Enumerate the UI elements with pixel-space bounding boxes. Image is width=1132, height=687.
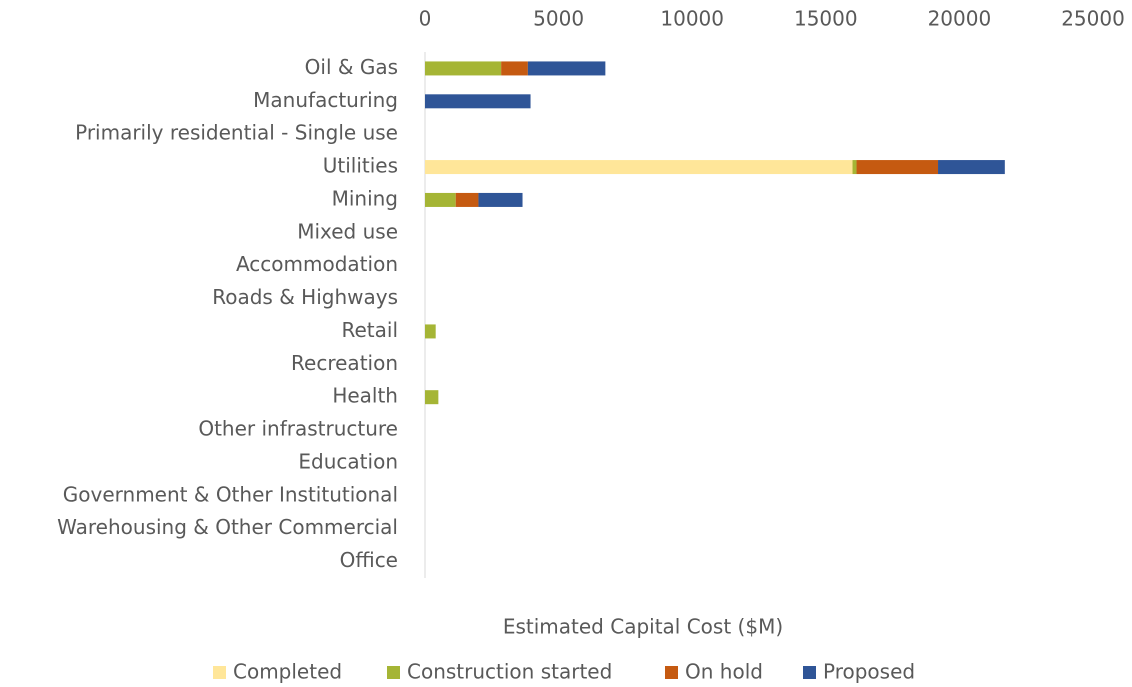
- bar-segment: [425, 192, 456, 207]
- y-tick-label: Health: [332, 384, 398, 408]
- y-tick-label: Roads & Highways: [212, 285, 398, 309]
- y-tick-label: Office: [340, 548, 398, 572]
- legend-swatch: [665, 666, 678, 679]
- y-tick-label: Mixed use: [297, 219, 398, 243]
- y-tick-label: Utilities: [323, 154, 398, 178]
- y-tick-label: Recreation: [291, 351, 398, 375]
- bar-segment: [425, 324, 436, 339]
- legend-label: On hold: [685, 660, 763, 684]
- y-tick-label: Education: [298, 449, 398, 473]
- y-tick-label: Primarily residential - Single use: [75, 121, 398, 145]
- y-tick-label: Oil & Gas: [305, 55, 398, 79]
- y-tick-label: Mining: [332, 186, 398, 210]
- bar-segment: [478, 192, 523, 207]
- y-tick-label: Accommodation: [236, 252, 398, 276]
- legend-swatch: [213, 666, 226, 679]
- x-tick-label: 25000: [1061, 7, 1125, 31]
- bar-segment: [501, 61, 528, 76]
- legend-label: Completed: [233, 660, 342, 684]
- bar-segment: [425, 61, 502, 76]
- bar-segment: [856, 160, 939, 175]
- legend-label: Construction started: [407, 660, 612, 684]
- bar-segment: [425, 160, 853, 175]
- x-tick-label: 0: [419, 7, 432, 31]
- x-tick-label: 20000: [928, 7, 992, 31]
- y-tick-label: Government & Other Institutional: [63, 482, 398, 506]
- x-tick-label: 15000: [794, 7, 858, 31]
- legend-swatch: [803, 666, 816, 679]
- x-axis-title: Estimated Capital Cost ($M): [503, 615, 783, 639]
- x-tick-label: 10000: [660, 7, 724, 31]
- y-tick-label: Warehousing & Other Commercial: [57, 515, 398, 539]
- bar-segment: [938, 160, 1005, 175]
- bar-segment: [852, 160, 857, 175]
- y-tick-label: Other infrastructure: [198, 417, 398, 441]
- y-tick-label: Retail: [341, 318, 398, 342]
- y-tick-label: Manufacturing: [253, 88, 398, 112]
- x-tick-label: 5000: [533, 7, 584, 31]
- bar-segment: [425, 94, 531, 109]
- legend-label: Proposed: [823, 660, 915, 684]
- bar-segment: [527, 61, 606, 76]
- bar-segment: [425, 390, 439, 405]
- legend-swatch: [387, 666, 400, 679]
- bar-segment: [455, 192, 479, 207]
